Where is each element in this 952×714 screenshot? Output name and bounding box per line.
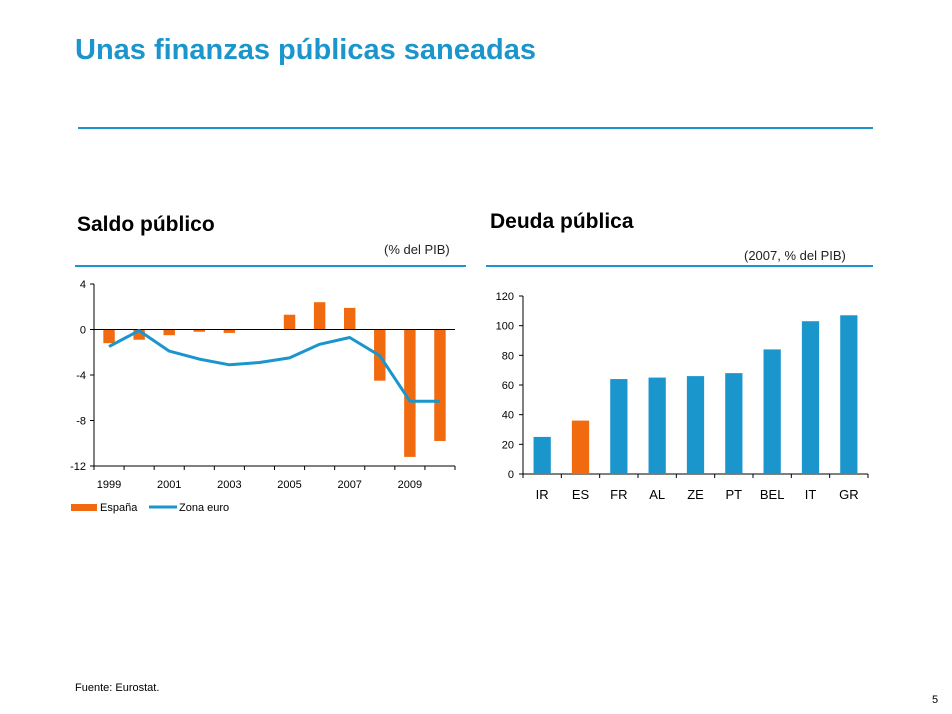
- deuda-chart-title: Deuda pública: [490, 210, 634, 233]
- espana-bar: [133, 329, 145, 340]
- deuda-x-tick-label: PT: [726, 487, 743, 502]
- saldo-x-tick-label: 1999: [97, 479, 121, 491]
- saldo-x-tick-label: 2005: [277, 479, 301, 491]
- deuda-x-tick-label: ES: [572, 487, 590, 502]
- zona-euro-line: [108, 329, 440, 403]
- legend-zona-euro-label: Zona euro: [179, 502, 229, 514]
- espana-bar: [404, 329, 416, 457]
- deuda-y-tick-label: 40: [502, 410, 514, 422]
- deuda-x-tick-label: IR: [536, 487, 549, 502]
- deuda-bar: [840, 315, 858, 474]
- espana-bar: [434, 329, 446, 441]
- deuda-bar: [648, 377, 666, 474]
- deuda-y-tick-label: 60: [502, 380, 514, 392]
- deuda-bar: [801, 321, 820, 474]
- saldo-unit: (% del PIB): [384, 242, 450, 257]
- saldo-chart-title: Saldo público: [77, 213, 215, 236]
- deuda-bar: [763, 349, 781, 474]
- source-footnote: Fuente: Eurostat.: [75, 682, 160, 694]
- saldo-divider: [75, 265, 466, 267]
- deuda-x-tick-label: ZE: [687, 487, 704, 502]
- espana-bar: [163, 329, 175, 336]
- deuda-x-tick-label: BEL: [760, 487, 785, 502]
- deuda-y-tick-label: 120: [496, 291, 514, 303]
- deuda-bar: [571, 420, 590, 474]
- espana-bar: [103, 329, 115, 344]
- espana-bar: [343, 307, 356, 330]
- deuda-bar: [725, 373, 743, 474]
- saldo-x-tick-label: 2001: [157, 479, 181, 491]
- slide-title: Unas finanzas públicas saneadas: [75, 34, 536, 66]
- page-number: 5: [932, 694, 939, 706]
- deuda-y-tick-label: 80: [502, 350, 514, 362]
- deuda-bar: [533, 436, 551, 474]
- deuda-bar: [686, 376, 705, 474]
- deuda-y-tick-label: 20: [502, 439, 514, 451]
- saldo-x-tick-label: 2007: [337, 479, 361, 491]
- deuda-x-tick-label: IT: [805, 487, 817, 502]
- legend-espana-swatch: [71, 504, 97, 511]
- deuda-x-tick-label: AL: [649, 487, 665, 502]
- espana-bar: [313, 302, 326, 330]
- espana-bar: [223, 329, 236, 333]
- deuda-y-tick-label: 100: [496, 321, 514, 333]
- deuda-x-tick-label: FR: [610, 487, 627, 502]
- deuda-unit: (2007, % del PIB): [744, 248, 846, 263]
- saldo-y-tick-label: -4: [76, 370, 86, 382]
- espana-bar: [193, 329, 206, 332]
- saldo-y-tick-label: -8: [76, 416, 86, 428]
- deuda-y-tick-label: 0: [508, 469, 514, 481]
- saldo-y-tick-label: -12: [70, 461, 86, 473]
- deuda-divider: [486, 265, 873, 267]
- saldo-y-tick-label: 0: [80, 325, 86, 337]
- saldo-x-tick-label: 2009: [398, 479, 422, 491]
- legend-espana-label: España: [100, 502, 138, 514]
- espana-bar: [283, 314, 296, 330]
- title-divider: [78, 127, 873, 129]
- saldo-x-tick-label: 2003: [217, 479, 241, 491]
- saldo-y-tick-label: 4: [80, 279, 86, 291]
- deuda-x-tick-label: GR: [839, 487, 859, 502]
- deuda-bar: [610, 379, 628, 474]
